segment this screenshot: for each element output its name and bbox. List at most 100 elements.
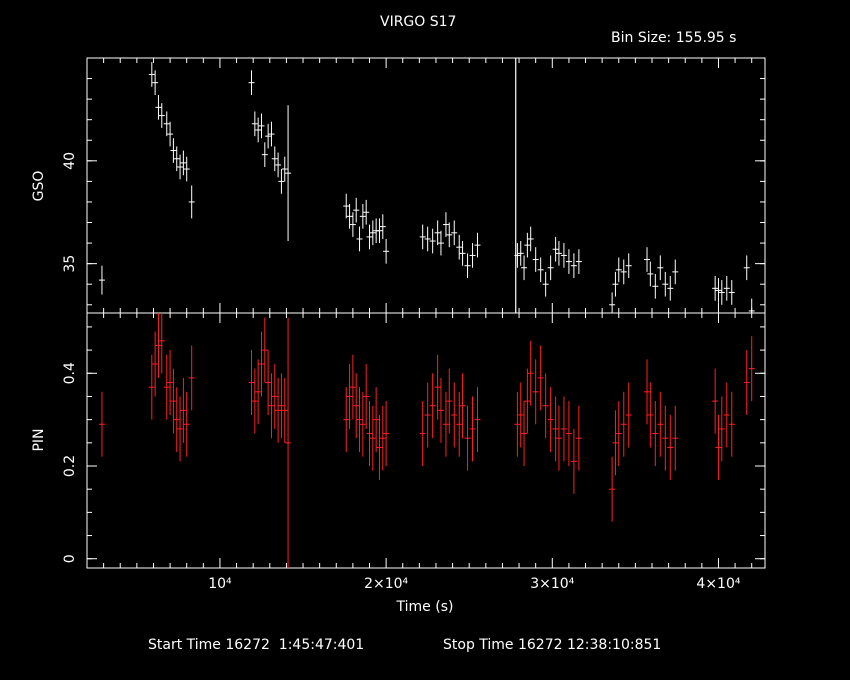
data-point [514, 391, 521, 457]
data-point [265, 350, 272, 415]
data-point [464, 405, 471, 471]
data-point [346, 364, 353, 429]
data-point [183, 391, 190, 457]
data-point [434, 354, 441, 420]
data-point [524, 232, 531, 258]
data-point [278, 169, 285, 194]
data-point [261, 317, 268, 383]
data-point [620, 259, 627, 285]
data-point [437, 230, 444, 256]
panel-pin: 0 0.2 0.4 PIN 10⁴ 2×10⁴ 3×10⁴ 4×10⁴ Time (s) [31, 312, 766, 615]
panel-frame [86, 57, 766, 314]
data-point [527, 340, 534, 406]
data-point [343, 193, 350, 219]
data-point [281, 377, 288, 443]
data-point [285, 105, 292, 242]
data-point [98, 391, 105, 457]
data-point [442, 391, 449, 457]
data-point [285, 317, 292, 568]
data-point [376, 415, 383, 480]
data-point [261, 142, 268, 167]
data-point [728, 280, 735, 305]
data-point [353, 197, 360, 223]
data-point [474, 387, 481, 453]
data-point [419, 401, 426, 466]
data-point [625, 253, 632, 279]
data-point [366, 401, 373, 466]
data-point [612, 271, 619, 297]
data-point [662, 405, 669, 471]
data-point [570, 428, 577, 494]
data-point [258, 331, 265, 397]
data-point [575, 249, 582, 274]
data-point [517, 241, 524, 266]
data-point [437, 377, 444, 443]
data-point [555, 405, 562, 471]
data-point [363, 364, 370, 429]
data-point [644, 247, 651, 272]
data-point [158, 103, 165, 128]
x-tick-label: 3×10⁴ [530, 576, 574, 592]
data-point [248, 350, 255, 415]
data-point [712, 275, 719, 301]
data-point [469, 243, 476, 268]
data-point [451, 382, 458, 448]
data-point [723, 275, 730, 301]
data-point [349, 354, 356, 420]
y-tick-label: 0.4 [62, 362, 78, 384]
data-point [672, 405, 679, 471]
y-tick-label: 35 [62, 255, 78, 273]
data-point [155, 313, 162, 378]
data-point [383, 238, 390, 264]
stop-time-label: Stop Time 16272 12:38:10:851 [443, 637, 662, 653]
data-point [715, 415, 722, 480]
y-axis-label: GSO [31, 171, 47, 202]
data-point [188, 185, 195, 219]
chart-title: VIRGO S17 [380, 14, 457, 30]
data-point [167, 121, 174, 147]
data-point [743, 350, 750, 415]
data-point [667, 415, 674, 480]
data-point [672, 259, 679, 285]
data-point [183, 156, 190, 182]
data-point [521, 255, 528, 281]
data-point [359, 391, 366, 457]
data-point [356, 387, 363, 453]
data-point [271, 364, 278, 429]
data-point [667, 275, 674, 301]
data-points [98, 62, 755, 313]
data-point [542, 373, 549, 439]
data-point [268, 373, 275, 439]
data-point [424, 382, 431, 448]
data-point [459, 241, 466, 266]
data-point [652, 273, 659, 299]
data-point [167, 350, 174, 415]
x-tick-label: 10⁴ [208, 576, 232, 592]
data-point [180, 377, 187, 443]
data-point [173, 387, 180, 453]
data-point [275, 152, 282, 178]
data-point [712, 368, 719, 434]
data-point [255, 117, 262, 143]
data-point [148, 354, 155, 420]
data-point [652, 401, 659, 466]
y-tick-label: 0.2 [62, 455, 78, 477]
data-point [353, 373, 360, 439]
data-point [560, 243, 567, 268]
data-point [532, 359, 539, 425]
data-point [464, 253, 471, 279]
data-point [459, 373, 466, 439]
data-point [456, 391, 463, 457]
data-point [547, 387, 554, 453]
data-point [575, 405, 582, 471]
data-point [647, 261, 654, 287]
data-point [170, 138, 177, 163]
data-point [98, 265, 105, 295]
data-point [383, 401, 390, 466]
data-point [379, 405, 386, 471]
data-point [612, 410, 619, 476]
data-point [555, 241, 562, 266]
data-point [268, 121, 275, 147]
data-point [469, 396, 476, 462]
x-axis-label: Time (s) [396, 599, 454, 615]
